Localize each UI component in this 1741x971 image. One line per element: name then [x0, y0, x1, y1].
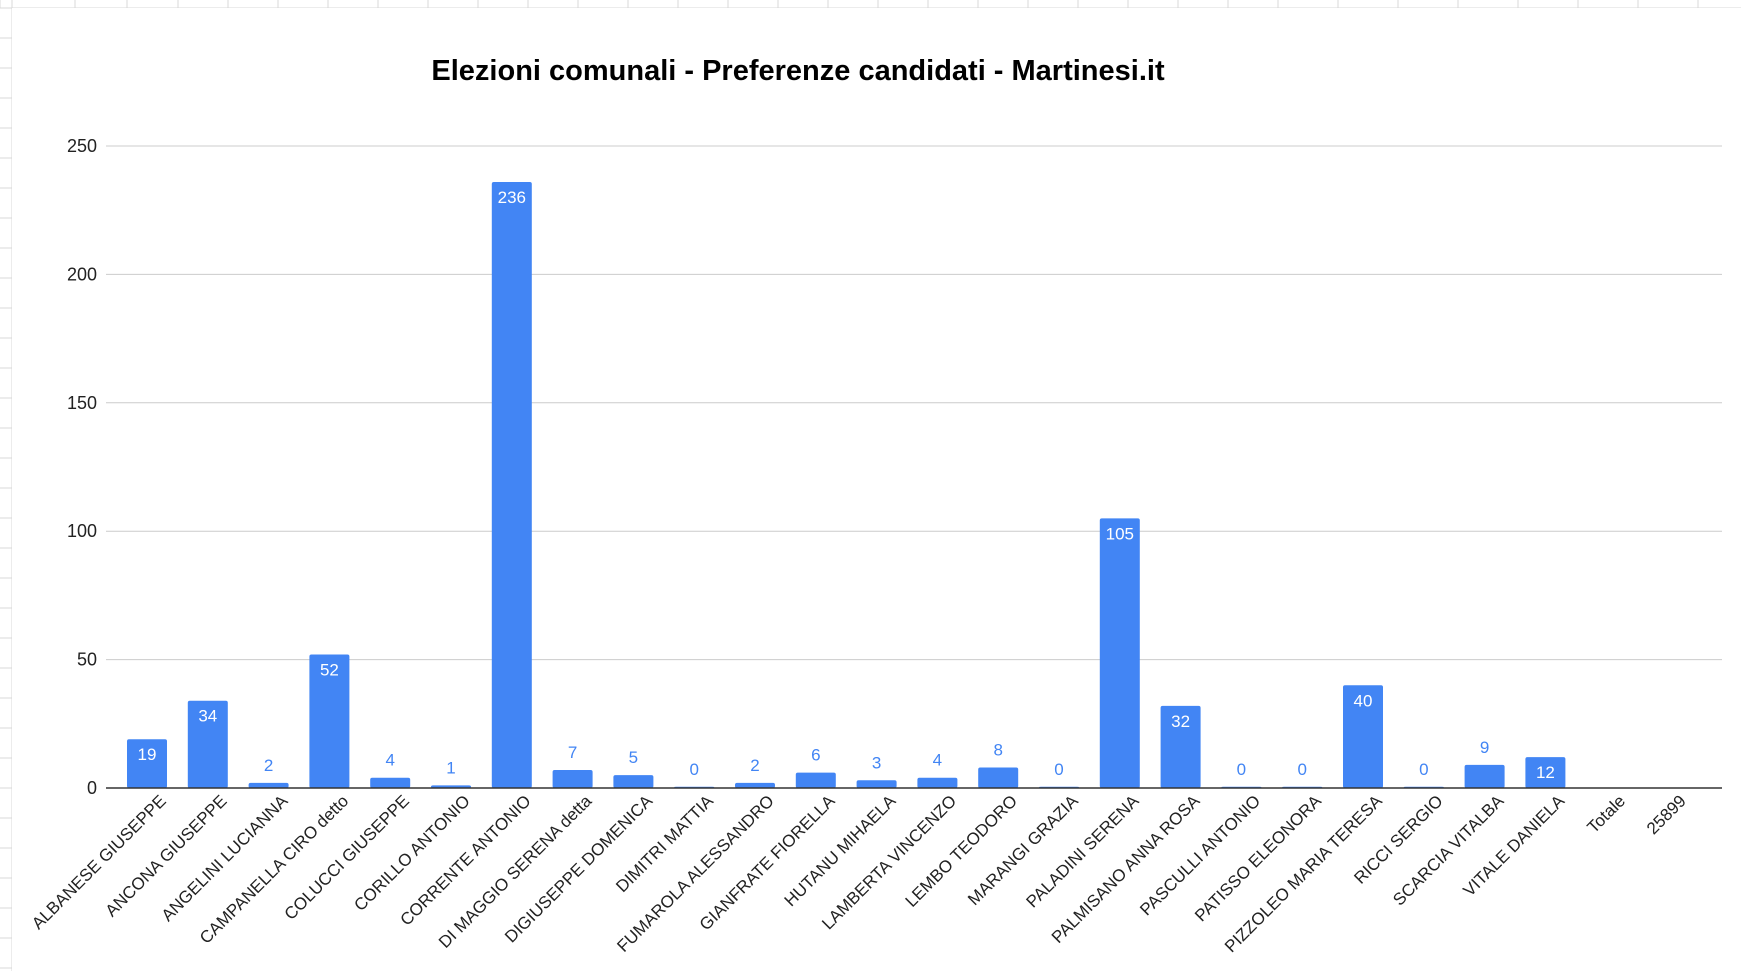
y-tick-label: 200	[67, 264, 97, 284]
data-label: 0	[1297, 760, 1306, 779]
x-tick-label: PALADINI SERENA	[1023, 791, 1144, 912]
bar	[1525, 757, 1566, 788]
y-tick-label: 50	[77, 650, 97, 670]
bar	[127, 739, 167, 788]
bar	[856, 780, 897, 788]
bar	[491, 181, 532, 788]
data-label: 6	[811, 746, 820, 765]
data-label: 12	[1536, 763, 1555, 782]
data-label: 7	[568, 743, 577, 762]
data-label: 0	[1054, 760, 1063, 779]
data-label: 0	[1419, 760, 1428, 779]
data-label: 8	[993, 740, 1002, 759]
x-tick-label: MARANGI GRAZIA	[964, 791, 1082, 909]
bar	[917, 777, 958, 788]
data-label: 4	[385, 751, 394, 770]
x-tick-label: PASCULLI ANTONIO	[1136, 791, 1264, 919]
data-label: 4	[933, 751, 942, 770]
data-label: 9	[1480, 738, 1489, 757]
bar	[795, 772, 836, 788]
x-tick-label: SCARCIA VITALBA	[1389, 791, 1508, 910]
x-tick-label: Totale	[1584, 791, 1630, 837]
data-label: 2	[750, 756, 759, 775]
y-tick-label: 100	[67, 521, 97, 541]
y-axis-ticks: 0 50 100 150 200 250	[67, 136, 97, 798]
chart-gridlines	[106, 145, 1722, 661]
y-tick-label: 250	[67, 136, 97, 156]
data-label: 3	[872, 753, 881, 772]
x-tick-label: VITALE DANIELA	[1459, 791, 1568, 900]
bar-chart: Elezioni comunali - Preferenze candidati…	[28, 55, 1722, 956]
bar-series	[127, 181, 1566, 788]
bar	[978, 767, 1019, 788]
bar	[1464, 764, 1505, 788]
bar	[613, 775, 654, 788]
x-tick-label: 25899	[1643, 791, 1690, 838]
data-label: 236	[498, 188, 526, 207]
x-tick-label: HUTANU MIHAELA	[781, 791, 900, 910]
data-label: 40	[1354, 691, 1373, 710]
bar	[187, 700, 228, 788]
data-label: 34	[198, 707, 217, 726]
bar	[370, 777, 411, 788]
data-label: 19	[138, 745, 157, 764]
bar	[735, 782, 775, 788]
y-tick-label: 0	[87, 778, 97, 798]
bar	[248, 782, 289, 788]
x-tick-label: LEMBO TEODORO	[902, 791, 1021, 910]
bar	[1099, 518, 1140, 788]
bar	[552, 770, 593, 788]
bar	[1343, 685, 1383, 788]
chart-title: Elezioni comunali - Preferenze candidati…	[431, 55, 1165, 87]
x-tick-label: CORILLO ANTONIO	[350, 791, 473, 914]
data-label: 1	[446, 758, 455, 777]
y-tick-label: 150	[67, 393, 97, 413]
data-label: 52	[320, 660, 339, 679]
data-label: 105	[1106, 524, 1134, 543]
data-label: 0	[689, 760, 698, 779]
data-label: 0	[1237, 760, 1246, 779]
chart-container[interactable]: Elezioni comunali - Preferenze candidati…	[12, 8, 1741, 971]
bar	[309, 654, 350, 788]
data-label: 32	[1171, 712, 1190, 731]
bar	[1160, 705, 1201, 788]
data-label: 2	[264, 756, 273, 775]
x-tick-label: ANCONA GIUSEPPE	[102, 791, 231, 920]
data-label: 5	[629, 748, 638, 767]
